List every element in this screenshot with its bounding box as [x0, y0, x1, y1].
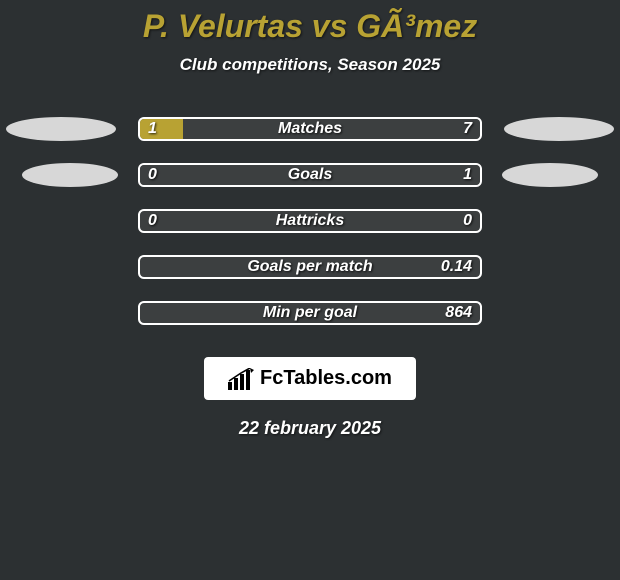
logo-text: FcTables.com [260, 367, 392, 390]
page-title: P. Velurtas vs GÃ³mez [0, 8, 620, 45]
stat-bar-left-fill [140, 119, 183, 139]
chart-icon [228, 368, 254, 390]
stat-right-value: 0.14 [441, 257, 472, 277]
date-line: 22 february 2025 [0, 418, 620, 439]
page-subtitle: Club competitions, Season 2025 [0, 55, 620, 75]
player-right-icon [504, 117, 614, 141]
stat-bar: 864Min per goal [138, 301, 482, 325]
stat-right-value: 864 [445, 303, 472, 323]
stat-bar-right-fill [183, 119, 481, 139]
stat-row: 0.14Goals per match [0, 243, 620, 289]
fctables-logo[interactable]: FcTables.com [204, 357, 416, 400]
player-left-icon [6, 117, 116, 141]
stat-label: Min per goal [140, 303, 480, 323]
stat-bar: 17Matches [138, 117, 482, 141]
stat-row: 17Matches [0, 105, 620, 151]
stat-label: Goals per match [140, 257, 480, 277]
comparison-card: P. Velurtas vs GÃ³mez Club competitions,… [0, 0, 620, 439]
stat-bar: 0.14Goals per match [138, 255, 482, 279]
player-left-icon [22, 163, 118, 187]
stats-rows: 17Matches 01Goals 0 0Hattricks 0.14Goals per… [0, 105, 620, 335]
stat-bar: 01Goals [138, 163, 482, 187]
stat-bar: 0 0Hattricks [138, 209, 482, 233]
player-right-icon [502, 163, 598, 187]
stat-right-value: 0 [463, 211, 472, 231]
stat-bar-right-fill [140, 165, 480, 185]
stat-row: 01Goals [0, 151, 620, 197]
stat-left-value: 0 [148, 211, 157, 231]
stat-label: Hattricks [140, 211, 480, 231]
stat-row: 864Min per goal [0, 289, 620, 335]
stat-row: 0 0Hattricks [0, 197, 620, 243]
